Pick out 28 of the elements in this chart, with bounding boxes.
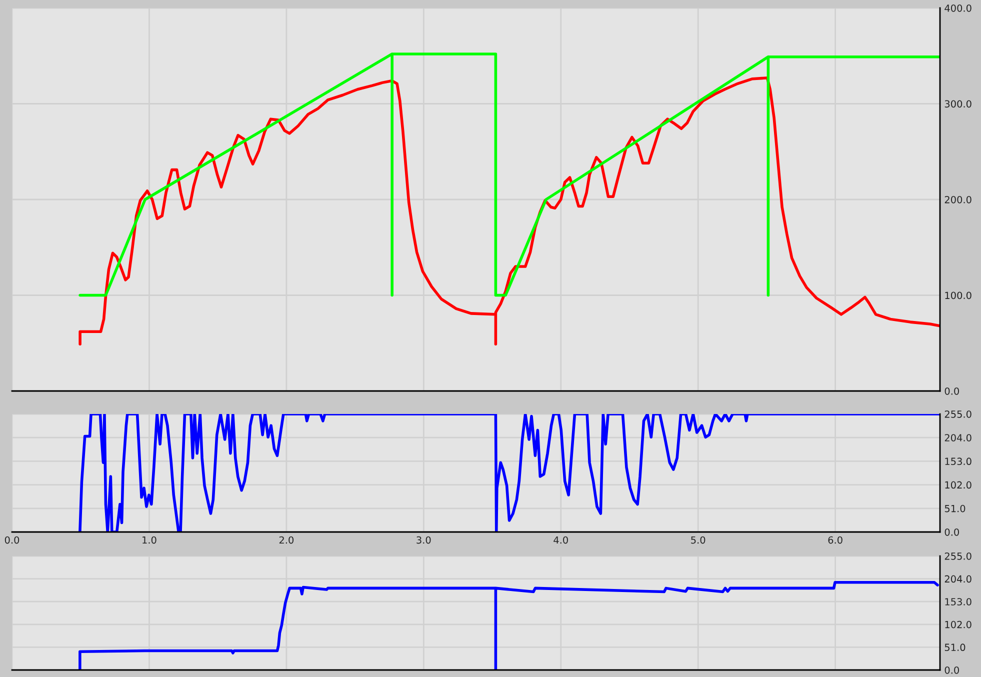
x-tick-label: 6.0 xyxy=(828,536,842,544)
x-tick-label: 1.0 xyxy=(142,536,156,544)
y-tick-label: 0.0 xyxy=(944,387,959,395)
line-series xyxy=(78,414,940,532)
y-tick-label: 51.0 xyxy=(944,644,966,652)
y-tick-label: 102.0 xyxy=(945,481,972,489)
y-tick-label: 153.0 xyxy=(945,458,972,466)
y-tick-label: 0.0 xyxy=(944,666,959,674)
y-tick-label: 0.0 xyxy=(944,528,959,536)
line-series xyxy=(78,52,940,297)
y-tick-label: 400.0 xyxy=(944,4,972,12)
x-tick-label: 3.0 xyxy=(416,536,431,544)
y-tick-label: 51.0 xyxy=(944,504,966,512)
y-tick-label: 200.0 xyxy=(944,196,972,204)
x-tick-label: 4.0 xyxy=(554,536,568,544)
y-tick-label: 204.0 xyxy=(944,575,972,583)
line-series xyxy=(78,76,940,346)
y-tick-label: 204.0 xyxy=(944,434,972,442)
line-series xyxy=(78,580,939,670)
x-tick-label: 5.0 xyxy=(691,536,706,544)
y-tick-label: 255.0 xyxy=(944,410,972,418)
x-tick-label: 0.0 xyxy=(4,536,20,544)
y-tick-label: 100.0 xyxy=(945,292,972,300)
y-tick-label: 153.0 xyxy=(945,598,972,606)
x-tick-label: 2.0 xyxy=(279,536,294,544)
y-tick-label: 102.0 xyxy=(945,620,972,628)
y-tick-label: 300.0 xyxy=(944,100,972,108)
y-tick-label: 255.0 xyxy=(944,552,972,560)
